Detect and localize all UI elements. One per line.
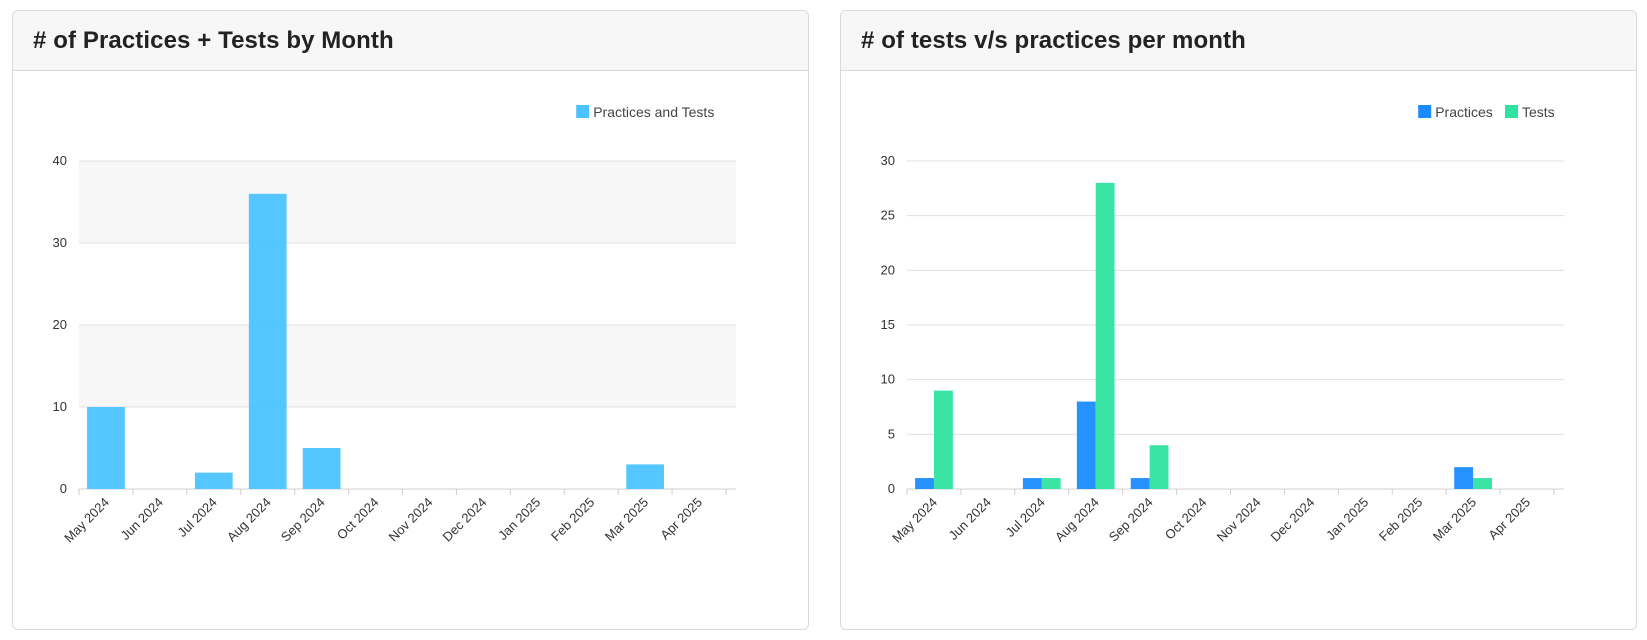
bar-practices-and-tests-may-2024 (87, 407, 125, 489)
bar-practices-and-tests-jul-2024 (194, 472, 233, 489)
bar-practices-and-tests-mar-2025 (626, 464, 664, 489)
bar-practices-and-tests-aug-2024 (248, 193, 287, 490)
x-tick-label-mar-2025: Mar 2025 (1430, 495, 1479, 544)
legend-swatch-tests (1505, 105, 1518, 118)
card-body: 0 10 20 30 40 May 2024 Jun 2024 Jul 2024 Aug 202… (13, 71, 808, 629)
x-tick-label-nov-2024: Nov 2024 (386, 495, 436, 545)
bar-practices-may-2024 (915, 478, 934, 489)
legend-swatch-practices-and-tests (576, 105, 590, 118)
y-tick-label: 40 (53, 153, 67, 168)
card-header: # of tests v/s practices per month (841, 11, 1636, 71)
y-tick-label: 30 (881, 153, 895, 168)
card-header: # of Practices + Tests by Month (13, 11, 808, 71)
bar-practices-aug-2024 (1076, 401, 1096, 489)
y-tick-label: 0 (60, 481, 67, 496)
bar-tests-sep-2024 (1149, 445, 1169, 489)
y-tick-label: 30 (53, 235, 67, 250)
x-tick-label-dec-2024: Dec 2024 (1268, 495, 1318, 545)
x-tick-label-mar-2025: Mar 2025 (602, 495, 651, 544)
y-tick-label: 10 (881, 372, 895, 387)
bar-tests-aug-2024 (1095, 182, 1115, 489)
x-tick-label-dec-2024: Dec 2024 (440, 495, 490, 545)
legend-label-tests: Tests (1522, 104, 1555, 120)
x-tick-label-jul-2024: Jul 2024 (175, 495, 220, 540)
legend-label-practices: Practices (1435, 104, 1493, 120)
x-tick-label-apr-2025: Apr 2025 (1485, 495, 1533, 543)
y-tick-label: 20 (881, 262, 895, 277)
y-tick-label: 25 (881, 208, 895, 223)
x-tick-label-aug-2024: Aug 2024 (1052, 495, 1102, 545)
bar-tests-mar-2025 (1473, 478, 1492, 489)
x-tick-label-jan-2025: Jan 2025 (495, 495, 543, 543)
bar-practices-sep-2024 (1130, 478, 1150, 489)
bar-tests-may-2024 (933, 390, 953, 489)
bar-practices-and-tests-sep-2024 (302, 448, 341, 489)
grid-band (79, 325, 736, 407)
tests-vs-practices-bar-chart: 0 5 10 15 20 25 30 May 2024 Jun 2024 Jul 2024 Aug … (881, 104, 1564, 546)
chart-title: # of tests v/s practices per month (861, 26, 1246, 54)
grid-band (79, 161, 736, 243)
y-tick-label: 15 (881, 317, 895, 332)
legend-swatch-practices (1418, 105, 1432, 118)
tests-vs-practices-card: # of tests v/s practices per month 0 5 10 1… (840, 10, 1637, 630)
x-tick-label-oct-2024: Oct 2024 (1162, 495, 1210, 543)
x-tick-label-may-2024: May 2024 (61, 495, 112, 546)
y-tick-label: 10 (53, 399, 67, 414)
bar-practices-mar-2025 (1454, 467, 1474, 489)
y-tick-label: 20 (53, 317, 67, 332)
x-tick-label-may-2024: May 2024 (889, 495, 940, 546)
x-tick-label-feb-2025: Feb 2025 (548, 495, 597, 544)
x-tick-label-jun-2024: Jun 2024 (946, 495, 994, 543)
practices-tests-bar-chart: 0 10 20 30 40 May 2024 Jun 2024 Jul 2024 Aug 202… (53, 104, 736, 546)
x-tick-label-aug-2024: Aug 2024 (224, 495, 274, 545)
x-tick-label-jan-2025: Jan 2025 (1323, 495, 1371, 543)
x-tick-label-oct-2024: Oct 2024 (334, 495, 382, 543)
x-tick-label-nov-2024: Nov 2024 (1214, 495, 1264, 545)
x-tick-label-feb-2025: Feb 2025 (1376, 495, 1425, 544)
x-tick-label-sep-2024: Sep 2024 (1106, 495, 1156, 545)
chart-title: # of Practices + Tests by Month (33, 26, 394, 54)
x-tick-label-jul-2024: Jul 2024 (1003, 495, 1048, 540)
y-tick-label: 5 (888, 426, 895, 441)
x-tick-label-sep-2024: Sep 2024 (278, 495, 328, 545)
bar-practices-jul-2024 (1022, 478, 1042, 489)
practices-tests-card: # of Practices + Tests by Month 0 10 20 30 4… (12, 10, 809, 630)
card-body: 0 5 10 15 20 25 30 May 2024 Jun 2024 Jul 2024 Aug … (841, 71, 1636, 629)
x-tick-label-apr-2025: Apr 2025 (657, 495, 705, 543)
legend-label-practices-and-tests: Practices and Tests (593, 104, 714, 120)
x-tick-label-jun-2024: Jun 2024 (118, 495, 166, 543)
y-tick-label: 0 (888, 481, 895, 496)
bar-tests-jul-2024 (1041, 478, 1061, 489)
